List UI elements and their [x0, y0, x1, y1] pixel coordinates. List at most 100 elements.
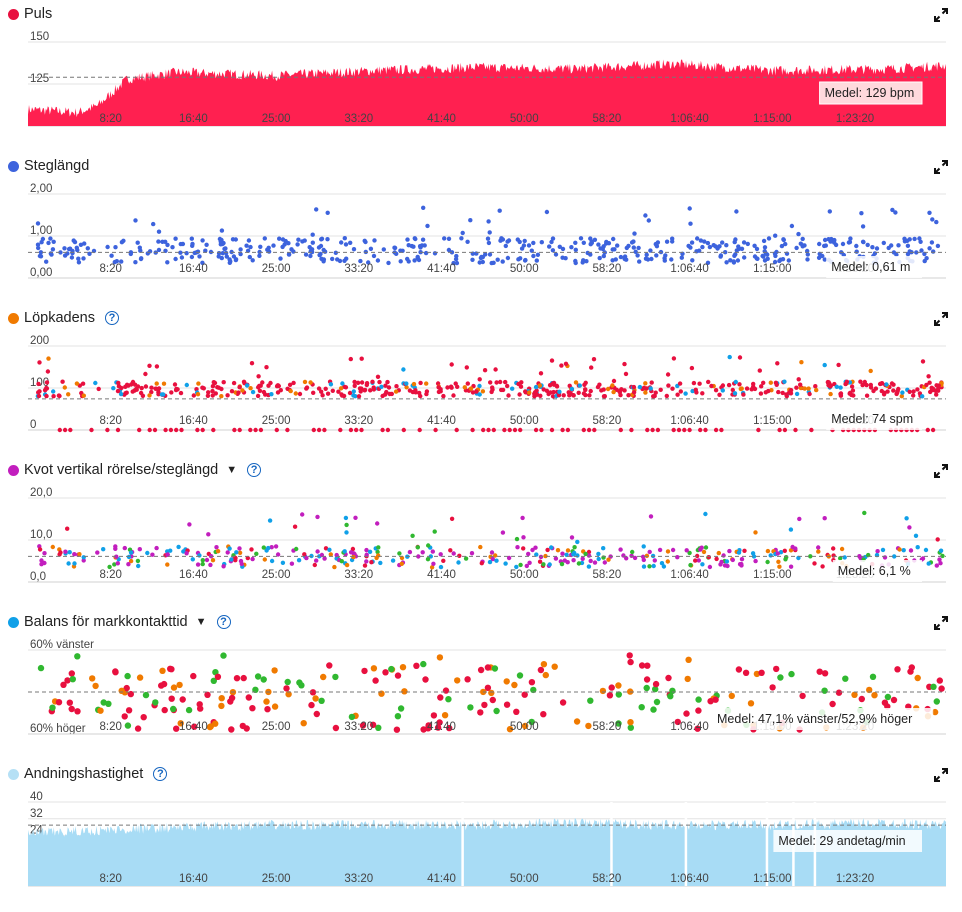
data-point — [255, 393, 261, 399]
data-point — [601, 253, 606, 259]
data-point — [638, 662, 646, 669]
chart-panel-andning: Andningshastighet ? 40322416808:2016:402… — [0, 760, 962, 912]
data-point — [666, 383, 671, 388]
data-point — [891, 388, 896, 393]
data-point — [263, 698, 270, 705]
data-point — [831, 546, 836, 551]
help-icon[interactable]: ? — [247, 463, 262, 477]
data-point — [844, 379, 850, 384]
expand-icon[interactable] — [934, 768, 948, 782]
data-point — [78, 242, 84, 247]
expand-icon[interactable] — [934, 616, 948, 630]
data-point — [370, 379, 375, 384]
data-point — [721, 553, 726, 558]
data-point — [237, 546, 242, 551]
data-point — [920, 556, 926, 561]
data-point — [321, 259, 326, 264]
data-point — [369, 560, 374, 565]
data-point — [565, 560, 570, 565]
data-point — [454, 253, 459, 259]
data-point — [925, 427, 930, 433]
dropdown-caret-icon[interactable]: ▼ — [226, 464, 238, 476]
help-icon[interactable]: ? — [104, 311, 119, 325]
average-label-box — [832, 560, 922, 582]
data-point — [488, 689, 495, 697]
data-point — [523, 389, 528, 394]
data-point — [51, 389, 56, 394]
help-icon[interactable]: ? — [153, 767, 168, 781]
expand-icon[interactable] — [934, 160, 948, 174]
data-point — [277, 236, 282, 241]
y-tick-label: 0,0 — [30, 571, 46, 583]
data-point — [828, 383, 833, 389]
data-point — [486, 219, 491, 224]
data-point — [644, 553, 650, 558]
data-point — [352, 379, 357, 385]
data-point — [420, 726, 427, 733]
data-point — [67, 550, 72, 555]
data-point — [700, 562, 705, 567]
data-point — [490, 556, 495, 562]
data-point — [69, 255, 75, 260]
data-point — [871, 692, 878, 699]
data-point — [269, 558, 275, 564]
data-point — [581, 258, 586, 263]
data-point — [908, 548, 914, 553]
data-point — [411, 381, 417, 387]
data-point — [200, 260, 205, 265]
data-point — [799, 360, 804, 365]
data-point — [802, 386, 807, 391]
data-point — [940, 553, 945, 559]
dropdown-caret-icon[interactable]: ▼ — [195, 616, 207, 628]
data-point — [789, 223, 795, 229]
expand-icon[interactable] — [934, 312, 948, 326]
data-point — [566, 390, 571, 395]
data-point — [386, 260, 391, 266]
data-point — [727, 548, 732, 554]
data-point — [96, 386, 101, 392]
data-point — [152, 427, 158, 433]
data-point — [821, 670, 829, 677]
data-point — [271, 243, 276, 248]
data-point — [667, 693, 674, 700]
data-point — [624, 556, 629, 561]
data-point — [884, 693, 892, 701]
data-point — [736, 550, 742, 555]
x-tick-label: 1:15:00 — [753, 113, 791, 125]
data-point — [575, 539, 580, 545]
data-point — [263, 392, 268, 397]
data-point — [436, 654, 444, 661]
data-point — [592, 427, 597, 433]
data-point — [551, 663, 558, 670]
data-point — [631, 384, 637, 390]
expand-icon[interactable] — [934, 8, 948, 22]
data-point — [114, 554, 119, 559]
data-point — [332, 564, 337, 570]
data-point — [526, 551, 531, 557]
data-point — [62, 246, 67, 251]
data-point — [233, 675, 241, 682]
data-point — [775, 551, 780, 556]
data-point — [137, 245, 142, 250]
chart-header: Kvot vertikal rörelse/steglängd ▼ ? — [8, 460, 262, 480]
data-point — [561, 393, 566, 398]
data-point — [735, 666, 743, 673]
average-label-box — [712, 708, 934, 730]
expand-icon[interactable] — [934, 464, 948, 478]
data-point — [273, 544, 279, 549]
data-point — [258, 244, 263, 249]
data-point — [407, 549, 413, 555]
x-tick-label: 25:00 — [262, 569, 291, 581]
data-point — [848, 236, 853, 241]
help-icon[interactable]: ? — [216, 615, 231, 629]
data-point — [200, 561, 205, 567]
data-point — [36, 381, 41, 387]
data-point — [344, 530, 349, 535]
x-tick-label: 8:20 — [100, 569, 122, 581]
data-point — [489, 696, 496, 704]
data-point — [57, 393, 62, 399]
data-point — [627, 724, 634, 731]
data-point — [690, 258, 695, 263]
data-point — [231, 380, 237, 386]
data-point — [573, 258, 578, 264]
